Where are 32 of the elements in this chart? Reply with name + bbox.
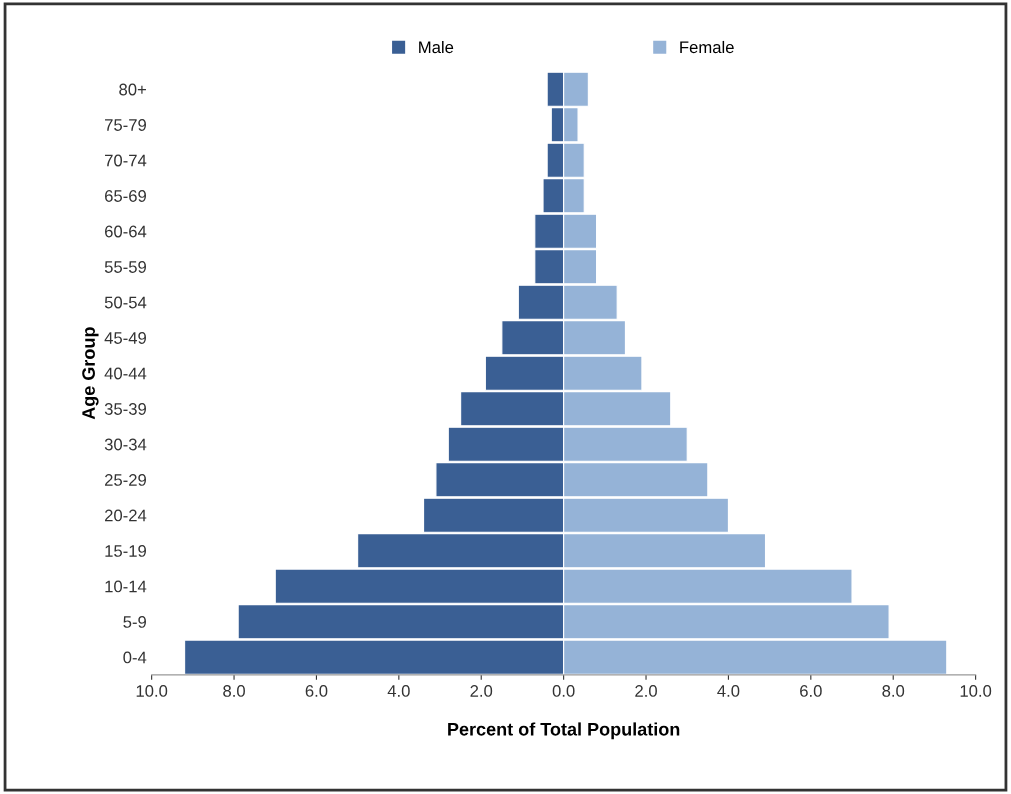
y-tick-label: 40-44 — [104, 367, 147, 380]
y-tick-label: 55-59 — [104, 261, 146, 273]
y-tick-label: 60-64 — [105, 225, 147, 238]
y-tick-label: 35-39 — [104, 403, 146, 415]
y-tick-label: 75-79 — [105, 119, 146, 131]
x-tick-label: 0.0 — [552, 685, 575, 697]
x-tick-label: 8.0 — [882, 685, 905, 697]
y-tick-label: 50-54 — [104, 296, 147, 309]
y-tick-label: 15-19 — [105, 545, 146, 557]
y-tick-label: 0-4 — [123, 651, 147, 664]
y-tick-label: 65-69 — [105, 190, 146, 202]
legend-label: Male — [419, 40, 454, 54]
y-tick-label: 5-9 — [123, 616, 146, 628]
x-tick-label: 6.0 — [800, 685, 822, 697]
y-tick-label: 10-14 — [105, 580, 147, 593]
x-tick-label: 6.0 — [305, 685, 328, 697]
x-tick-label: 4.0 — [387, 685, 410, 697]
legend-label: Female — [680, 40, 734, 54]
x-tick-label: 10.0 — [136, 685, 168, 697]
x-tick-label: 2.0 — [470, 685, 493, 697]
y-tick-label: 25-29 — [105, 474, 146, 486]
y-tick-label: 45-49 — [104, 332, 146, 344]
x-axis-title: Percent of Total Population — [448, 722, 680, 740]
y-tick-label: 30-34 — [104, 438, 147, 451]
x-tick-label: 10.0 — [960, 685, 992, 697]
y-tick-label: 20-24 — [105, 509, 147, 522]
x-tick-label: 2.0 — [635, 685, 657, 697]
y-tick-label: 70-74 — [105, 154, 147, 167]
x-tick-label: 4.0 — [717, 685, 740, 697]
y-axis-title: Age Group — [82, 327, 99, 420]
x-tick-label: 8.0 — [223, 685, 245, 697]
y-tick-label: 80+ — [119, 83, 146, 96]
